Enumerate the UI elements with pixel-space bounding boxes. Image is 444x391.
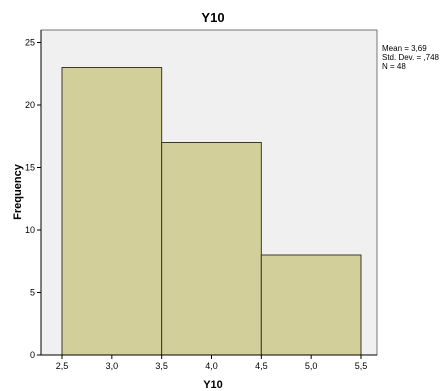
histogram-bar-1	[61, 67, 163, 356]
x-tick-label: 4,5	[255, 361, 268, 371]
y-tick-label: 25	[25, 38, 35, 48]
y-tick-label: 5	[30, 288, 35, 298]
x-tick-label: 4,0	[205, 361, 218, 371]
x-tick-label: 3,5	[155, 361, 168, 371]
x-axis-title: Y10	[203, 379, 223, 391]
bars-group	[61, 67, 362, 356]
x-tick-label: 3,0	[106, 361, 119, 371]
stat-mean: Mean = 3,69	[382, 44, 427, 53]
y-tick-label: 15	[25, 163, 35, 173]
y-axis-title: Frequency	[12, 163, 24, 220]
stats-box: Mean = 3,69 Std. Dev. = ,748 N = 48	[382, 44, 439, 71]
stat-std-dev: Std. Dev. = ,748	[382, 53, 439, 62]
histogram-bar-3	[260, 254, 362, 356]
y-tick-label: 0	[30, 350, 35, 360]
y-tick-label: 20	[25, 100, 35, 110]
axes-group: 0 5 10 15 20 25 2,5 3,0 3,5 4,0 4,5 5,0 5,5	[25, 30, 377, 371]
chart-title: Y10	[201, 10, 224, 25]
histogram-bar-2	[161, 142, 262, 356]
y-tick-label: 10	[25, 225, 35, 235]
x-tick-label: 5,5	[355, 361, 368, 371]
x-tick-label: 5,0	[305, 361, 318, 371]
x-tick-label: 2,5	[56, 361, 69, 371]
stat-n: N = 48	[382, 62, 406, 71]
